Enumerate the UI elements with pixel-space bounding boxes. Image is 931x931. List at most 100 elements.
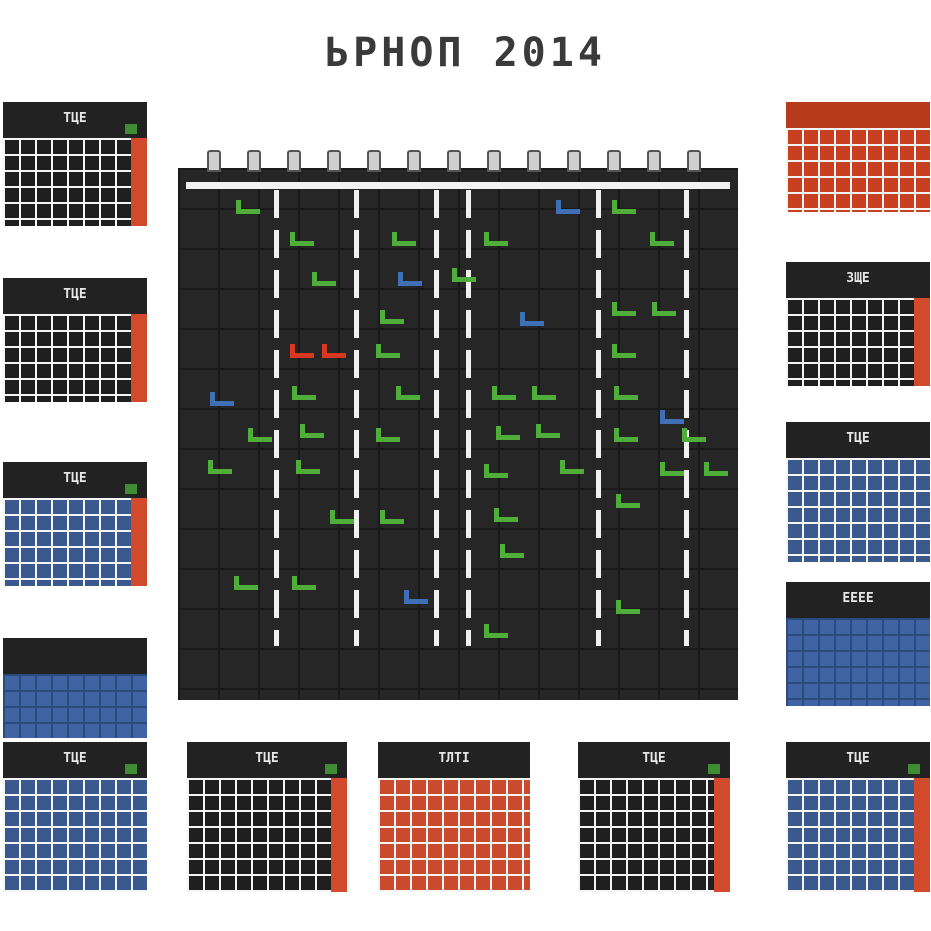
event-marker[interactable]	[290, 232, 314, 246]
mini-calendar-header: ТЦЕ	[3, 278, 147, 314]
mini-calendar[interactable]: ЕЕЕЕ	[786, 582, 930, 706]
week-divider	[466, 190, 471, 646]
event-marker[interactable]	[380, 510, 404, 524]
event-marker[interactable]	[536, 424, 560, 438]
mini-calendar-grid	[786, 618, 930, 706]
event-marker[interactable]	[312, 272, 336, 286]
mini-calendar[interactable]: ЗЩЕ	[786, 262, 930, 386]
event-marker[interactable]	[614, 386, 638, 400]
mini-calendar-grid	[786, 298, 930, 386]
mini-calendar-grid	[3, 674, 147, 738]
event-marker[interactable]	[234, 576, 258, 590]
event-marker[interactable]	[292, 386, 316, 400]
mini-calendar-label: ТЛТІ	[438, 751, 470, 766]
event-marker[interactable]	[404, 590, 428, 604]
binder-ring	[447, 150, 461, 172]
event-marker[interactable]	[484, 232, 508, 246]
event-marker[interactable]	[398, 272, 422, 286]
event-marker[interactable]	[556, 200, 580, 214]
event-marker[interactable]	[614, 428, 638, 442]
mini-calendar-grid	[786, 128, 930, 212]
mini-calendar-label: ТЦЕ	[846, 431, 870, 446]
mini-calendar[interactable]: ТЦЕ	[3, 742, 147, 892]
event-marker[interactable]	[236, 200, 260, 214]
event-marker[interactable]	[330, 510, 354, 524]
event-marker[interactable]	[704, 462, 728, 476]
event-marker[interactable]	[396, 386, 420, 400]
binder-ring	[527, 150, 541, 172]
event-marker[interactable]	[300, 424, 324, 438]
mini-calendar-label: ТЦЕ	[642, 751, 666, 766]
mini-calendar-header: ТЦЕ	[3, 102, 147, 138]
event-marker[interactable]	[612, 344, 636, 358]
mini-calendar[interactable]: ТЦЕ	[786, 422, 930, 562]
mini-calendar-header	[3, 638, 147, 674]
event-marker[interactable]	[532, 386, 556, 400]
event-marker[interactable]	[376, 428, 400, 442]
event-marker[interactable]	[292, 576, 316, 590]
event-marker[interactable]	[290, 344, 314, 358]
event-marker[interactable]	[392, 232, 416, 246]
event-marker[interactable]	[616, 600, 640, 614]
mini-calendar-grid	[187, 778, 347, 892]
mini-calendar[interactable]: ТЦЕ	[3, 102, 147, 226]
event-marker[interactable]	[650, 232, 674, 246]
mini-calendar[interactable]: ТЦЕ	[187, 742, 347, 892]
event-marker[interactable]	[484, 624, 508, 638]
event-marker[interactable]	[492, 386, 516, 400]
mini-calendar[interactable]: ТЦЕ	[3, 462, 147, 586]
event-marker[interactable]	[210, 392, 234, 406]
mini-calendar-label: ТЦЕ	[63, 111, 87, 126]
mini-calendar-header: ТЦЕ	[578, 742, 730, 778]
week-divider	[274, 190, 279, 646]
event-marker[interactable]	[248, 428, 272, 442]
event-marker[interactable]	[494, 508, 518, 522]
mini-calendar-grid	[3, 498, 147, 586]
event-marker[interactable]	[380, 310, 404, 324]
mini-calendar[interactable]: ТЦЕ	[3, 278, 147, 402]
event-marker[interactable]	[612, 302, 636, 316]
binder-ring	[647, 150, 661, 172]
event-marker[interactable]	[496, 426, 520, 440]
mini-calendar-label: ТЦЕ	[255, 751, 279, 766]
mini-calendar-grid	[578, 778, 730, 892]
mini-calendar-grid	[378, 778, 530, 892]
mini-calendar-grid	[3, 138, 147, 226]
mini-calendar[interactable]	[786, 102, 930, 212]
event-marker[interactable]	[652, 302, 676, 316]
mini-calendar-label: ТЦЕ	[846, 751, 870, 766]
event-marker[interactable]	[616, 494, 640, 508]
event-marker[interactable]	[322, 344, 346, 358]
event-marker[interactable]	[660, 410, 684, 424]
binder-ring	[607, 150, 621, 172]
event-marker[interactable]	[376, 344, 400, 358]
main-calendar-grid	[178, 168, 738, 700]
binder-ring	[367, 150, 381, 172]
calendar-top-bar	[186, 182, 730, 189]
binder-ring	[287, 150, 301, 172]
event-marker[interactable]	[208, 460, 232, 474]
binder-ring	[407, 150, 421, 172]
mini-calendar-header: ТЦЕ	[3, 742, 147, 778]
mini-calendar-grid	[786, 458, 930, 562]
mini-calendar[interactable]: ТЦЕ	[578, 742, 730, 892]
mini-calendar-label: ЗЩЕ	[846, 271, 870, 286]
binder-ring	[327, 150, 341, 172]
event-marker[interactable]	[484, 464, 508, 478]
mini-calendar-header: ТЦЕ	[786, 742, 930, 778]
event-marker[interactable]	[452, 268, 476, 282]
event-marker[interactable]	[612, 200, 636, 214]
week-divider	[354, 190, 359, 646]
event-marker[interactable]	[520, 312, 544, 326]
event-marker[interactable]	[560, 460, 584, 474]
mini-calendar[interactable]: ТЛТІ	[378, 742, 530, 892]
event-marker[interactable]	[296, 460, 320, 474]
event-marker[interactable]	[660, 462, 684, 476]
mini-calendar-header: ТЦЕ	[786, 422, 930, 458]
mini-calendar[interactable]: ТЦЕ	[786, 742, 930, 892]
event-marker[interactable]	[682, 428, 706, 442]
binder-ring	[487, 150, 501, 172]
week-divider	[434, 190, 439, 646]
mini-calendar[interactable]	[3, 638, 147, 738]
event-marker[interactable]	[500, 544, 524, 558]
